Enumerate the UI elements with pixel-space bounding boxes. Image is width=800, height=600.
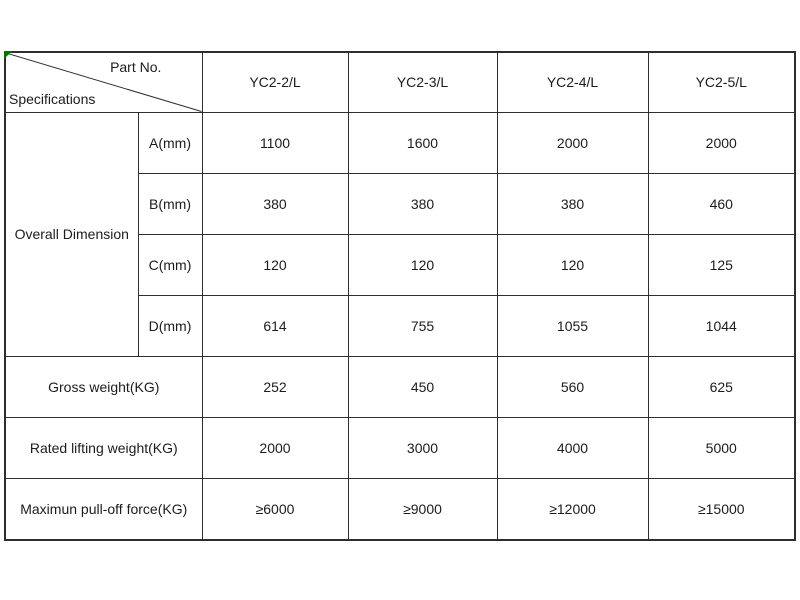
diagonal-divider-line [6, 53, 202, 112]
corner-header-cell: Part No. Specifications [4, 51, 203, 113]
value-cell: 380 [347, 172, 498, 235]
value-cell: 2000 [201, 416, 349, 479]
header-row: Part No. Specifications YC2-2/L YC2-3/L … [4, 51, 796, 113]
row-label: C(mm) [137, 233, 203, 296]
value-cell: 125 [647, 233, 796, 296]
value-cell: 560 [496, 355, 649, 418]
row-label: D(mm) [137, 294, 203, 357]
row-label: A(mm) [137, 111, 203, 174]
table-row: Gross weight(KG) 252 450 560 625 [4, 355, 796, 418]
value-cell: ≥15000 [647, 477, 796, 541]
column-header-yc2-3l: YC2-3/L [347, 51, 498, 113]
value-cell: 380 [496, 172, 649, 235]
value-cell: 614 [201, 294, 349, 357]
value-cell: 1044 [647, 294, 796, 357]
column-header-yc2-4l: YC2-4/L [496, 51, 649, 113]
value-cell: 120 [347, 233, 498, 296]
row-label-rated-lifting-weight: Rated lifting weight(KG) [4, 416, 203, 479]
table-row: Rated lifting weight(KG) 2000 3000 4000 … [4, 416, 796, 479]
spec-table-container: Part No. Specifications YC2-2/L YC2-3/L … [4, 51, 796, 541]
row-label-gross-weight: Gross weight(KG) [4, 355, 203, 418]
value-cell: 1055 [496, 294, 649, 357]
row-label: B(mm) [137, 172, 203, 235]
table-row: Maximun pull-off force(KG) ≥6000 ≥9000 ≥… [4, 477, 796, 541]
value-cell: 4000 [496, 416, 649, 479]
corner-marker-triangle [4, 51, 12, 59]
value-cell: ≥12000 [496, 477, 649, 541]
value-cell: 380 [201, 172, 349, 235]
value-cell: 120 [496, 233, 649, 296]
specifications-label: Specifications [9, 90, 96, 107]
value-cell: 2000 [647, 111, 796, 174]
value-cell: 2000 [496, 111, 649, 174]
value-cell: ≥9000 [347, 477, 498, 541]
table-row: Overall Dimension A(mm) 1100 1600 2000 2… [4, 111, 796, 357]
value-cell: 252 [201, 355, 349, 418]
value-cell: 450 [347, 355, 498, 418]
value-cell: ≥6000 [201, 477, 349, 541]
dimension-group-label: Overall Dimension [4, 111, 139, 357]
value-cell: 755 [347, 294, 498, 357]
part-no-label: Part No. [110, 59, 162, 75]
value-cell: 625 [647, 355, 796, 418]
value-cell: 5000 [647, 416, 796, 479]
value-cell: 3000 [347, 416, 498, 479]
value-cell: 1100 [201, 111, 349, 174]
column-header-yc2-5l: YC2-5/L [647, 51, 796, 113]
value-cell: 1600 [347, 111, 498, 174]
value-cell: 120 [201, 233, 349, 296]
column-header-yc2-2l: YC2-2/L [201, 51, 349, 113]
table-row: D(mm) 614 755 1055 1044 [5, 294, 796, 357]
row-label-max-pull-off-force: Maximun pull-off force(KG) [4, 477, 203, 541]
value-cell: 460 [647, 172, 796, 235]
spec-table: Part No. Specifications YC2-2/L YC2-3/L … [4, 51, 796, 541]
